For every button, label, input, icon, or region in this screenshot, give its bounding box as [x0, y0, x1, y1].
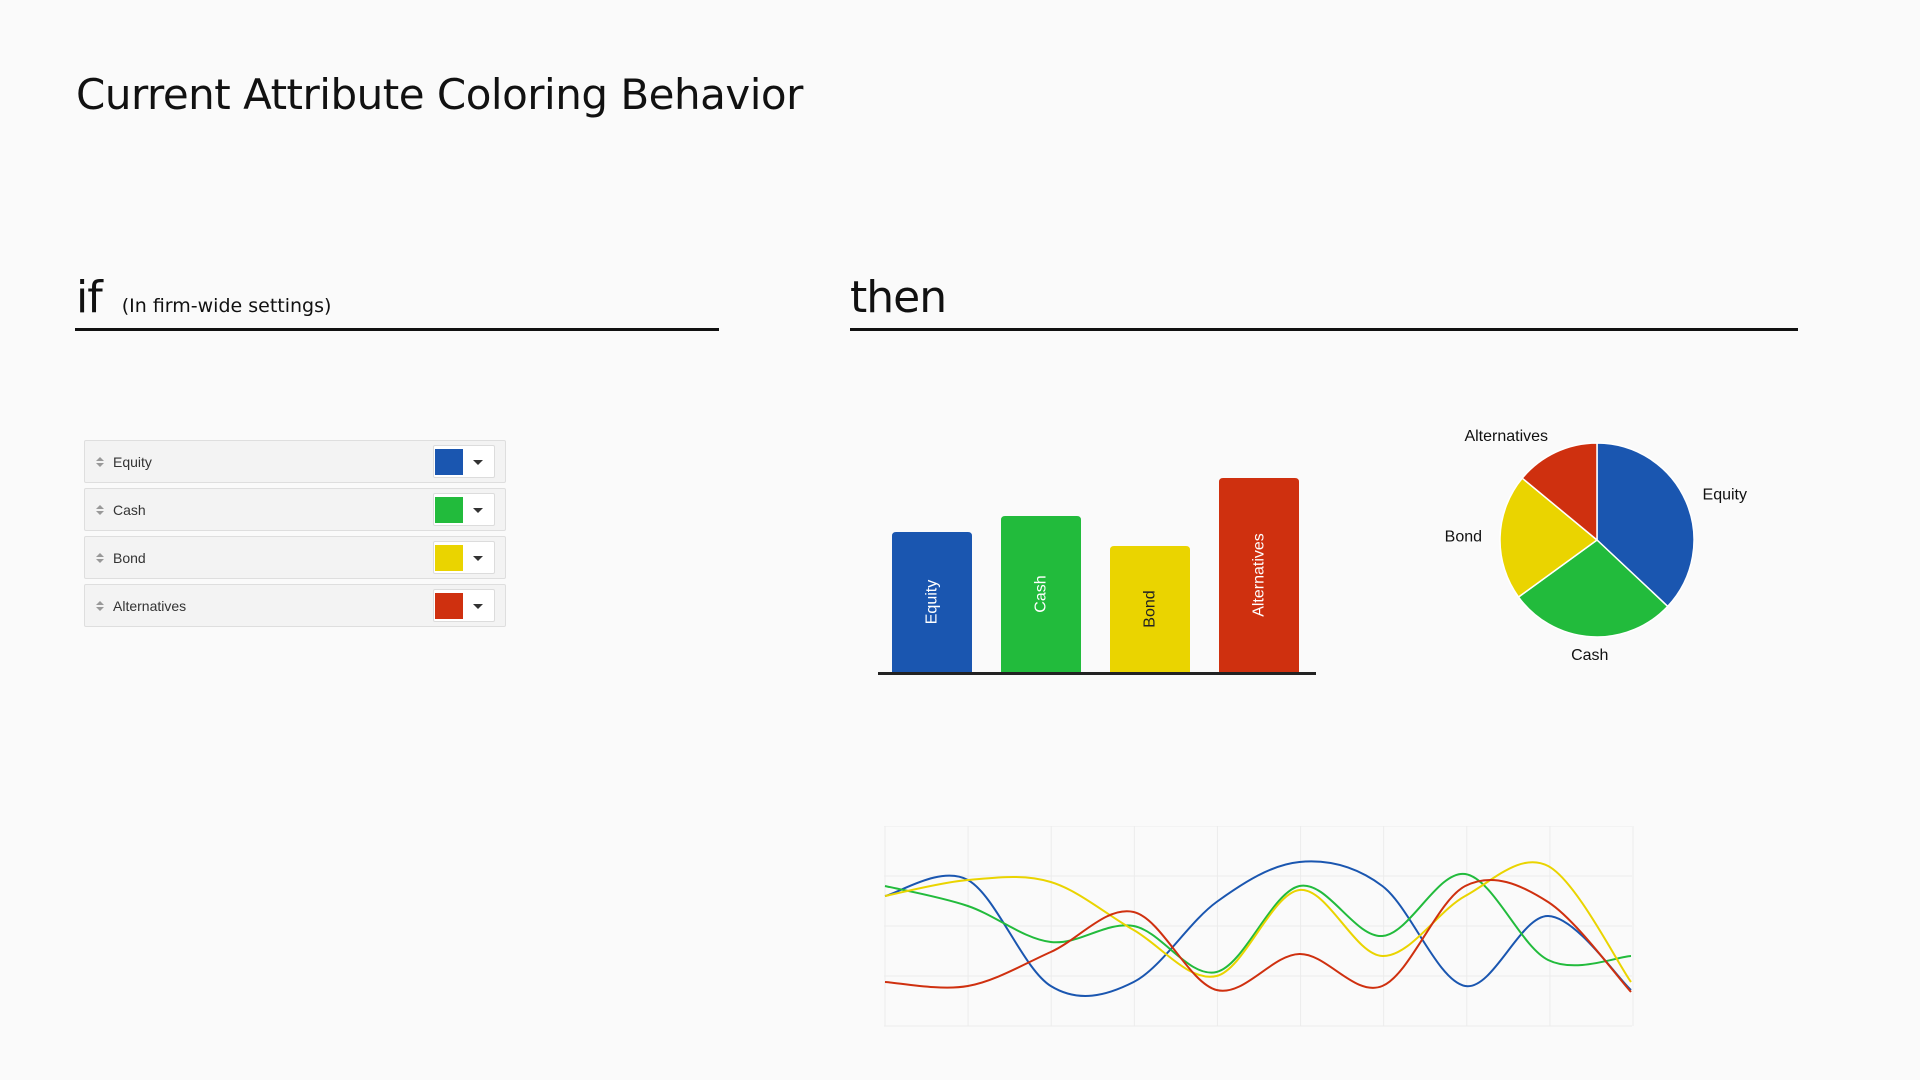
- bar-alternatives: [1219, 478, 1299, 672]
- color-swatch: [435, 593, 463, 619]
- then-divider: [850, 328, 1798, 331]
- pie-slice-alternatives: [1521, 442, 1598, 542]
- line-chart: [884, 826, 1634, 1027]
- then-label: then: [850, 272, 947, 323]
- page-title: Current Attribute Coloring Behavior: [76, 70, 803, 119]
- line-series-bond: [884, 861, 1632, 983]
- drag-handle-icon[interactable]: [95, 504, 105, 515]
- attribute-row-cash[interactable]: Cash: [84, 488, 506, 531]
- bar-label-alternatives: Alternatives: [1251, 533, 1268, 617]
- bar-chart: Equity Cash Bond Alternatives: [878, 478, 1316, 675]
- attribute-color-list: Equity Cash Bond Alternatives: [84, 440, 506, 632]
- attribute-row-alternatives[interactable]: Alternatives: [84, 584, 506, 627]
- pie-slice-equity: [1596, 442, 1695, 608]
- attribute-label: Cash: [113, 501, 146, 518]
- caret-down-icon: [473, 556, 483, 561]
- color-picker-dropdown[interactable]: [433, 541, 495, 574]
- line-series-alternatives: [884, 878, 1632, 993]
- bar-label-equity: Equity: [924, 580, 941, 624]
- pie-label-alternatives: Alternatives: [1464, 428, 1548, 445]
- if-note: (In firm-wide settings): [121, 295, 332, 317]
- attribute-label: Alternatives: [113, 597, 187, 614]
- attribute-label: Bond: [113, 549, 146, 566]
- line-series-equity: [884, 860, 1632, 997]
- color-swatch: [435, 545, 463, 571]
- color-picker-dropdown[interactable]: [433, 493, 495, 526]
- attribute-row-equity[interactable]: Equity: [84, 440, 506, 483]
- bar-bond: [1110, 546, 1190, 672]
- caret-down-icon: [473, 460, 483, 465]
- caret-down-icon: [473, 604, 483, 609]
- caret-down-icon: [473, 508, 483, 513]
- color-swatch: [435, 449, 463, 475]
- pie-label-cash: Cash: [1571, 647, 1608, 664]
- bar-label-bond: Bond: [1142, 590, 1159, 627]
- pie-chart: Equity Cash Bond Alternatives: [1445, 428, 1747, 664]
- pie-slice-cash: [1517, 539, 1669, 638]
- bar-cash: [1001, 516, 1081, 672]
- line-series-cash: [884, 872, 1632, 974]
- attribute-label: Equity: [113, 453, 152, 470]
- bar-equity: [892, 532, 972, 672]
- pie-slice-bond: [1499, 477, 1599, 599]
- attribute-row-bond[interactable]: Bond: [84, 536, 506, 579]
- then-header: then: [850, 272, 947, 323]
- color-picker-dropdown[interactable]: [433, 445, 495, 478]
- pie-label-bond: Bond: [1445, 528, 1482, 545]
- bar-label-cash: Cash: [1033, 575, 1050, 612]
- pie-label-equity: Equity: [1703, 486, 1747, 503]
- color-swatch: [435, 497, 463, 523]
- color-picker-dropdown[interactable]: [433, 589, 495, 622]
- if-label: if: [76, 272, 103, 323]
- if-header: if (In firm-wide settings): [76, 272, 331, 323]
- drag-handle-icon[interactable]: [95, 600, 105, 611]
- drag-handle-icon[interactable]: [95, 456, 105, 467]
- if-divider: [75, 328, 719, 331]
- drag-handle-icon[interactable]: [95, 552, 105, 563]
